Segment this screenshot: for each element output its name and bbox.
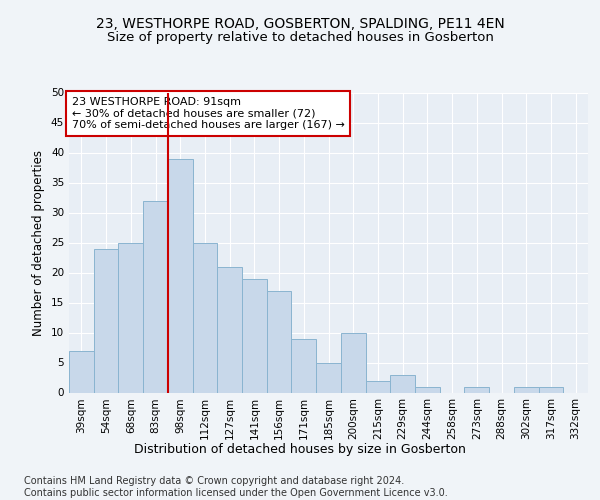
Bar: [464, 386, 489, 392]
Bar: [365, 380, 390, 392]
Bar: [341, 332, 365, 392]
Text: Contains HM Land Registry data © Crown copyright and database right 2024.
Contai: Contains HM Land Registry data © Crown c…: [24, 476, 448, 498]
Bar: [168, 158, 193, 392]
Bar: [217, 266, 242, 392]
Bar: [193, 242, 217, 392]
Text: Distribution of detached houses by size in Gosberton: Distribution of detached houses by size …: [134, 442, 466, 456]
Bar: [94, 248, 118, 392]
Bar: [267, 290, 292, 392]
Bar: [242, 278, 267, 392]
Bar: [415, 386, 440, 392]
Bar: [292, 338, 316, 392]
Bar: [539, 386, 563, 392]
Y-axis label: Number of detached properties: Number of detached properties: [32, 150, 46, 336]
Text: 23 WESTHORPE ROAD: 91sqm
← 30% of detached houses are smaller (72)
70% of semi-d: 23 WESTHORPE ROAD: 91sqm ← 30% of detach…: [71, 97, 344, 130]
Bar: [390, 374, 415, 392]
Bar: [69, 350, 94, 393]
Text: Size of property relative to detached houses in Gosberton: Size of property relative to detached ho…: [107, 31, 493, 44]
Bar: [118, 242, 143, 392]
Bar: [143, 200, 168, 392]
Bar: [316, 362, 341, 392]
Bar: [514, 386, 539, 392]
Text: 23, WESTHORPE ROAD, GOSBERTON, SPALDING, PE11 4EN: 23, WESTHORPE ROAD, GOSBERTON, SPALDING,…: [95, 18, 505, 32]
